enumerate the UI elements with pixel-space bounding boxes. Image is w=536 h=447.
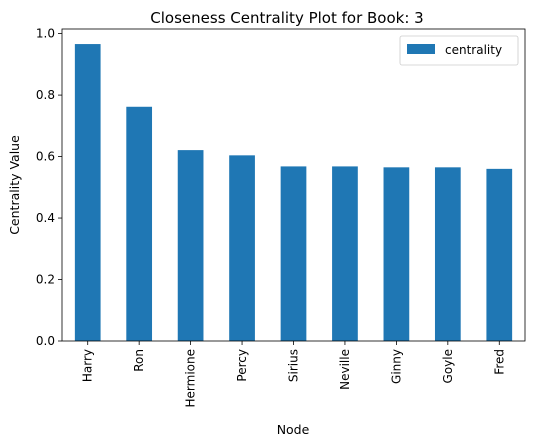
y-tick-label: 0.8 — [36, 88, 55, 102]
bars — [74, 44, 513, 341]
x-tick-label-harry: Harry — [81, 349, 95, 382]
y-axis: 0.0 0.2 0.4 0.6 0.8 1.0 — [36, 27, 62, 348]
bar-harry — [74, 44, 101, 341]
legend-box — [399, 35, 519, 66]
chart-title: Closeness Centrality Plot for Book: 3 — [150, 9, 423, 27]
x-tick-label-hermione: Hermione — [184, 349, 198, 407]
x-tick-label-percy: Percy — [235, 349, 249, 382]
x-axis-label: Node — [277, 422, 310, 437]
y-tick-label: 1.0 — [36, 27, 55, 41]
bar-sirius — [280, 166, 307, 341]
bar-ginny — [383, 167, 410, 341]
y-tick-label: 0.6 — [36, 150, 55, 164]
bar-ron — [126, 106, 153, 341]
x-tick-label-goyle: Goyle — [441, 349, 455, 383]
bar-hermione — [177, 150, 204, 341]
x-tick-label-neville: Neville — [338, 349, 352, 390]
legend-label: centrality — [445, 43, 502, 57]
bar-fred — [486, 168, 513, 341]
bar-percy — [229, 155, 255, 341]
x-tick-label-sirius: Sirius — [287, 349, 301, 382]
legend-swatch — [407, 44, 435, 54]
y-tick-label: 0.2 — [36, 273, 55, 287]
bar-goyle — [434, 167, 461, 341]
x-tick-label-fred: Fred — [492, 349, 506, 375]
y-axis-label: Centrality Value — [7, 135, 22, 235]
x-axis: Harry Ron Hermione Percy Sirius Neville Ginny G… — [81, 341, 506, 407]
x-tick-label-ron: Ron — [132, 349, 146, 372]
x-tick-label-ginny: Ginny — [389, 349, 403, 384]
plot-frame — [61, 28, 526, 342]
bar-neville — [332, 166, 358, 341]
legend: centrality — [399, 35, 519, 66]
y-tick-label: 0.0 — [36, 334, 55, 348]
y-tick-label: 0.4 — [36, 211, 55, 225]
